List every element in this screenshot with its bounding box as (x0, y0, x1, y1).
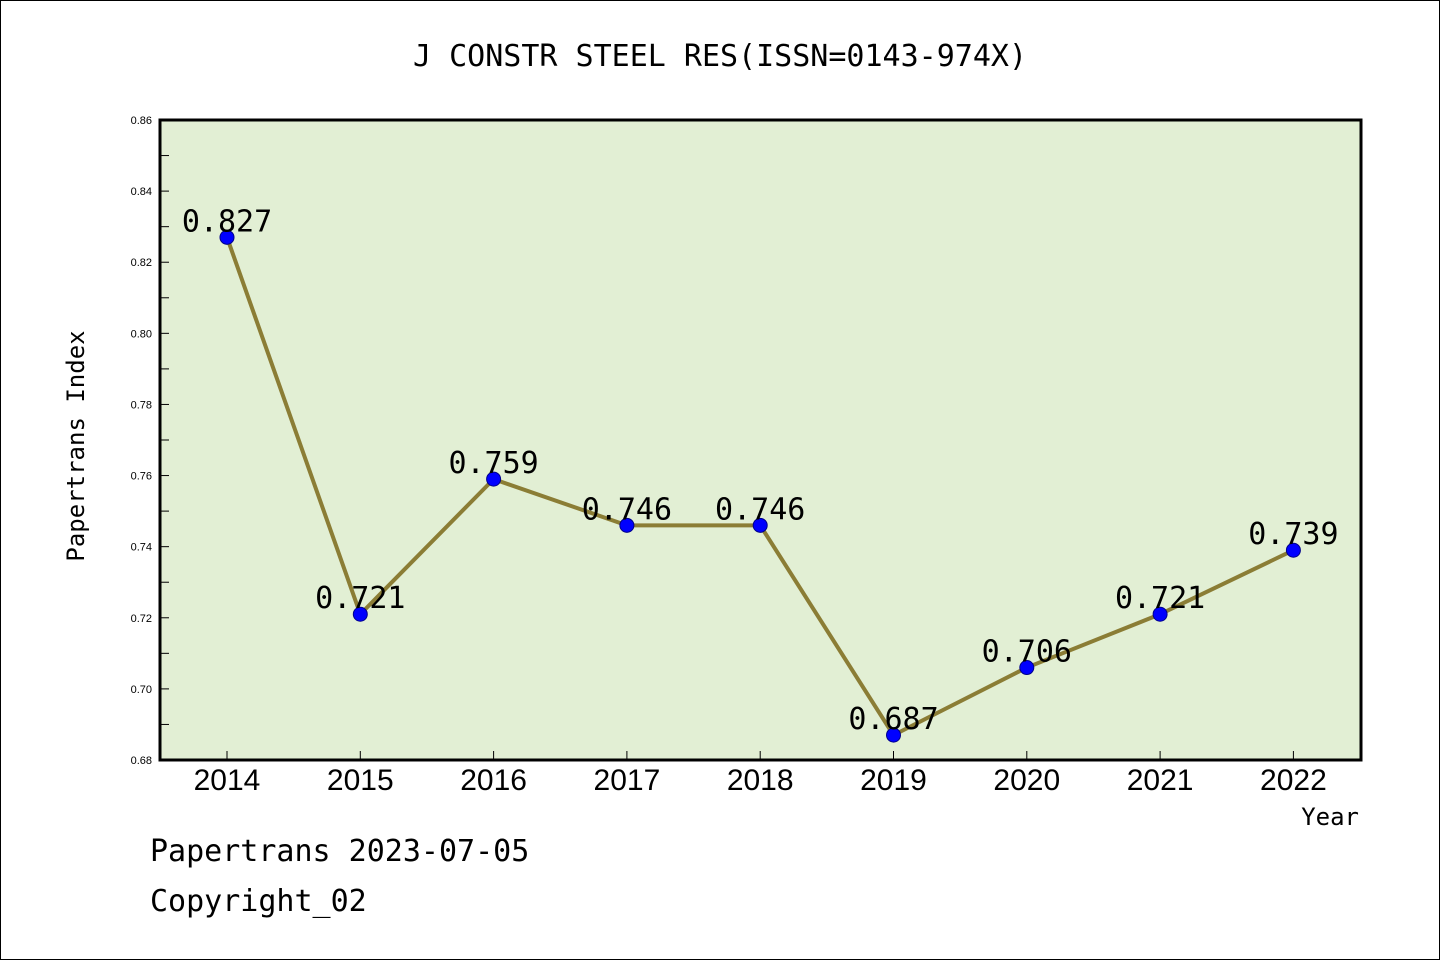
y-tick-label: 0.80 (131, 328, 152, 340)
data-label: 0.746 (715, 492, 805, 527)
data-point (1285, 542, 1301, 558)
data-label: 0.687 (848, 702, 938, 737)
data-label: 0.827 (182, 204, 272, 239)
plot-border (158, 118, 1363, 762)
y-tick-label: 0.68 (131, 755, 152, 767)
x-tick-label: 2019 (860, 764, 927, 797)
data-point (1019, 660, 1035, 676)
y-tick-label: 0.70 (131, 684, 152, 696)
plot-area (160, 120, 1361, 760)
y-tick-label: 0.78 (131, 399, 152, 411)
x-axis: 2014 2015 2016 2017 2018 2019 2020 2021 2022 (194, 751, 1327, 797)
x-tick-label: 2015 (327, 764, 394, 797)
footer-date-line: Papertrans 2023-07-05 (150, 834, 530, 869)
data-point (1152, 606, 1168, 622)
data-point (219, 229, 235, 245)
data-label: 0.759 (448, 446, 538, 481)
data-point (352, 606, 368, 622)
x-tick-label: 2017 (594, 764, 661, 797)
x-axis-label: Year (1301, 803, 1359, 831)
y-tick-label: 0.72 (131, 613, 152, 625)
data-label: 0.746 (582, 492, 672, 527)
data-label: 0.706 (982, 635, 1072, 670)
y-tick-label: 0.76 (131, 471, 152, 483)
data-label: 0.721 (1115, 581, 1205, 616)
y-tick-label: 0.82 (131, 257, 152, 269)
data-point (486, 471, 502, 487)
series-points (219, 229, 1301, 743)
y-axis-label: Papertrans Index (62, 330, 90, 561)
data-point (752, 517, 768, 533)
chart-title: J CONSTR STEEL RES(ISSN=0143-974X) (413, 39, 1027, 74)
x-tick-label: 2016 (460, 764, 527, 797)
x-tick-label: 2020 (993, 764, 1060, 797)
x-tick-label: 2021 (1127, 764, 1194, 797)
data-point (886, 727, 901, 743)
data-labels: 0.827 0.721 0.759 0.746 0.746 0.687 0.706 0.721… (182, 204, 1339, 737)
x-tick-label: 2018 (727, 764, 794, 797)
data-label: 0.739 (1248, 517, 1338, 552)
y-tick-label: 0.86 (131, 115, 152, 127)
data-label: 0.721 (315, 581, 405, 616)
x-tick-label: 2014 (194, 764, 261, 797)
y-tick-label: 0.84 (131, 186, 152, 198)
footer-copyright-line: Copyright_02 (150, 884, 367, 919)
x-tick-label: 2022 (1260, 764, 1327, 797)
data-point (619, 517, 635, 533)
y-tick-label: 0.74 (131, 542, 152, 554)
